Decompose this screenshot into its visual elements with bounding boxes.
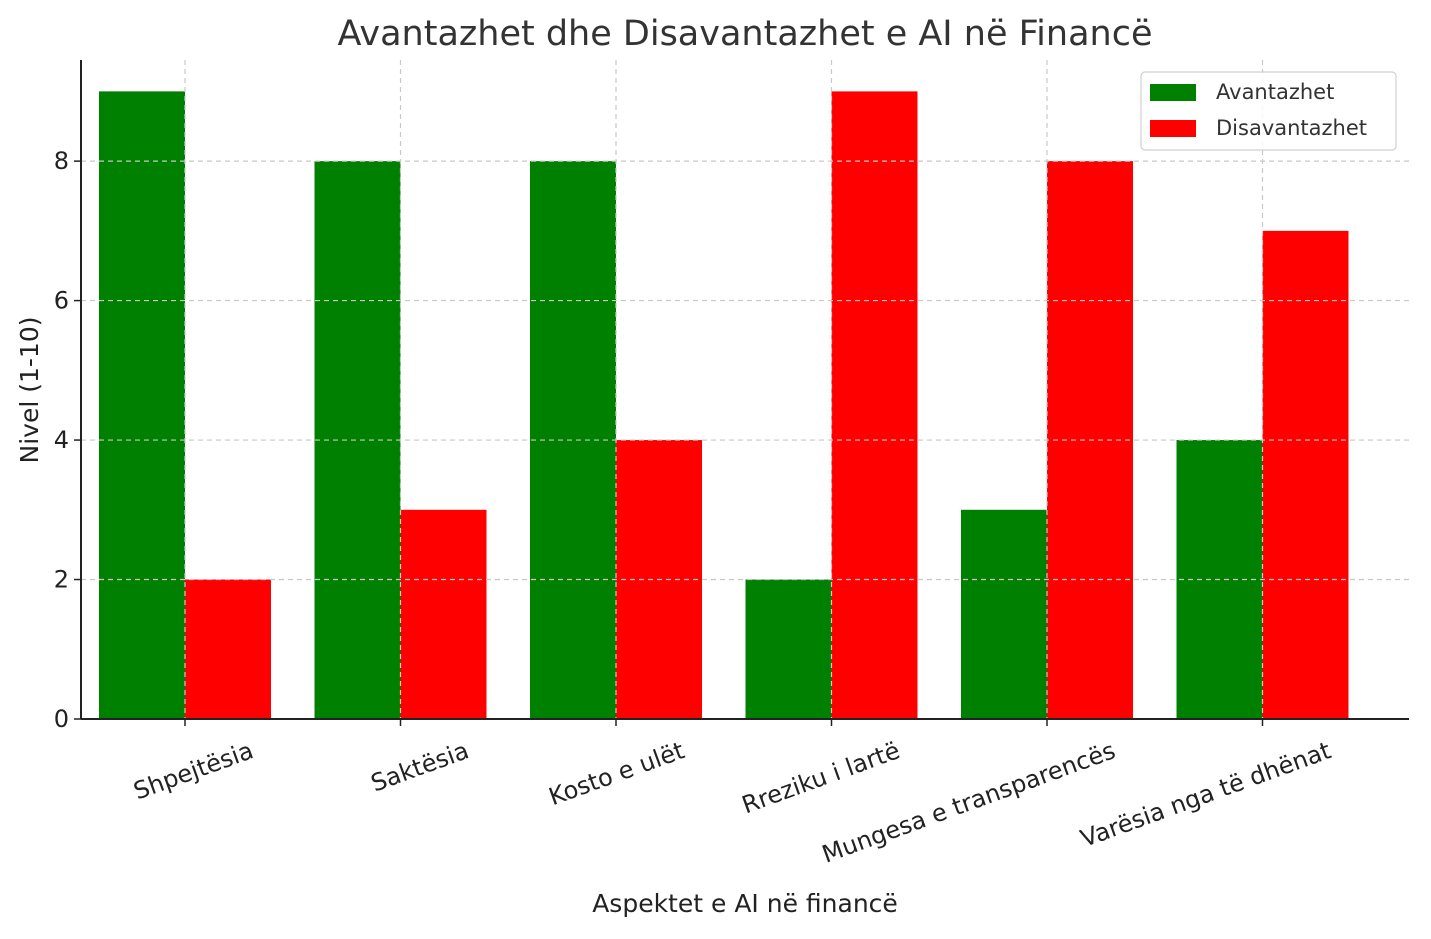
legend-box <box>1140 71 1397 151</box>
legend: Avantazhet Disavantazhet <box>1140 71 1397 151</box>
bar-disavantazhet-1 <box>400 509 487 719</box>
axes <box>80 60 1409 720</box>
bar-avantazhet-4 <box>961 509 1047 719</box>
chart-title: Avantazhet dhe Disavantazhet e AI në Fin… <box>338 14 1153 54</box>
x-axis-label: Aspektet e AI në financë <box>592 889 898 918</box>
legend-label: Disavantazhet <box>1216 116 1367 140</box>
legend-swatch <box>1150 120 1196 137</box>
grid-lines <box>81 60 1409 719</box>
y-axis-label: Nivel (1-10) <box>15 317 44 464</box>
y-tick-label: 2 <box>54 566 69 594</box>
bar-avantazhet-0 <box>99 91 185 719</box>
bar-disavantazhet-0 <box>185 579 271 719</box>
bars <box>99 91 1349 720</box>
category-label: Saktësia <box>367 736 472 797</box>
bar-disavantazhet-3 <box>831 91 918 719</box>
bar-disavantazhet-5 <box>1262 230 1349 719</box>
y-tick-label: 4 <box>54 426 69 454</box>
category-label: Kosto e ulët <box>545 736 688 811</box>
legend-swatch <box>1150 84 1196 101</box>
bar-avantazhet-3 <box>745 579 832 719</box>
legend-label: Avantazhet <box>1216 80 1334 104</box>
category-label: Rreziku i lartë <box>738 736 903 819</box>
y-tick-label: 8 <box>54 147 69 175</box>
x-ticks: Shpejtësia Saktësia Kosto e ulët Rreziku i … <box>130 719 1335 869</box>
category-label: Shpejtësia <box>130 736 257 805</box>
y-ticks: 0 2 4 6 8 <box>54 147 81 733</box>
y-tick-label: 6 <box>54 287 69 315</box>
y-tick-label: 0 <box>54 705 69 733</box>
